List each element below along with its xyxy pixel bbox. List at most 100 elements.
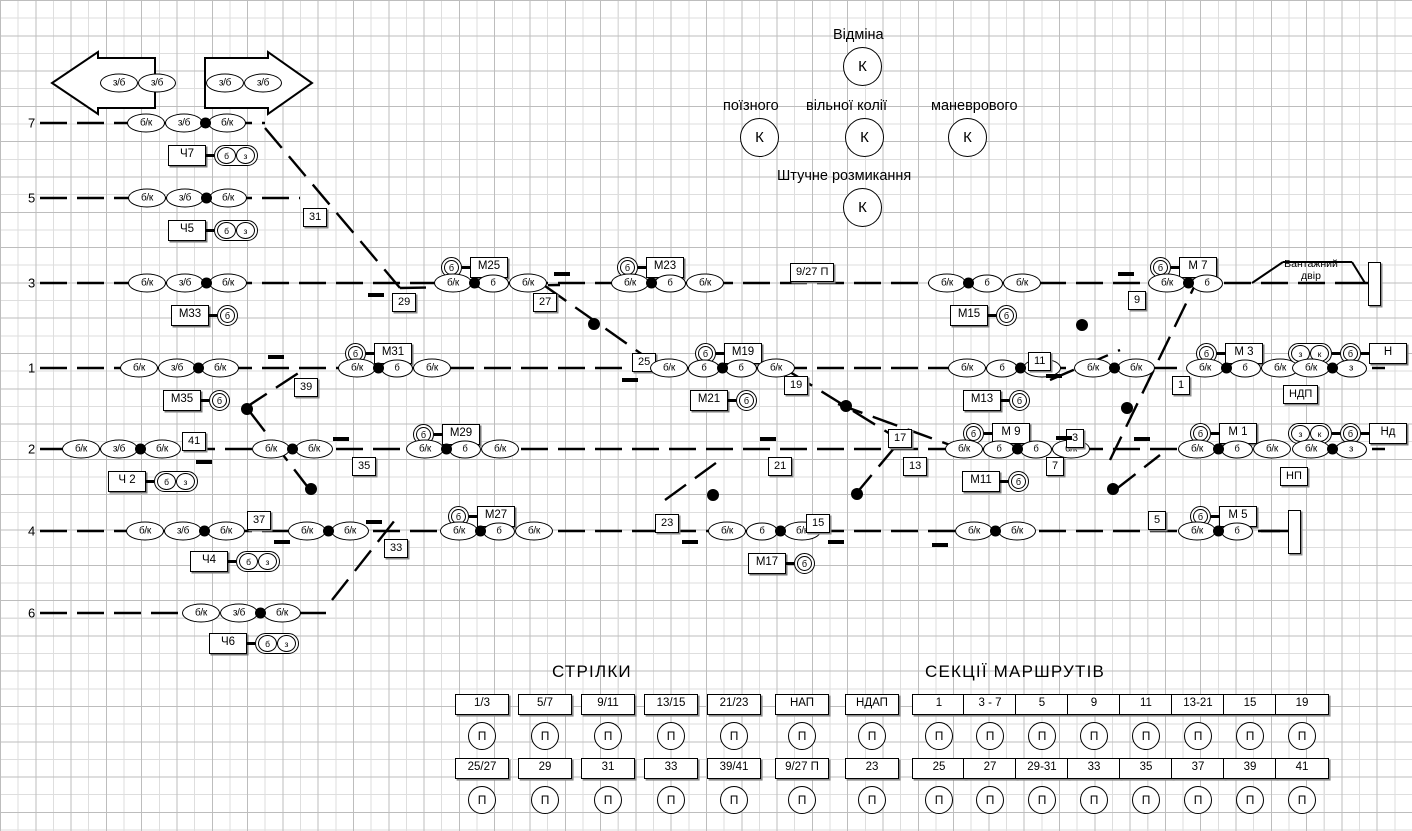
track1-lampset-f-lamp-3[interactable]: б/к — [1261, 358, 1299, 378]
entry-signal-ch4-plate[interactable]: Ч4 — [190, 551, 228, 572]
shunt-signal-m13-plate[interactable]: М13 — [963, 390, 1001, 411]
route-knob-13-21[interactable]: П — [1184, 721, 1212, 750]
track4-lampset-c-lamp-0[interactable]: б/к — [440, 521, 478, 541]
track7-lampset-lamp-1[interactable]: з/б — [165, 113, 203, 133]
direction-lamp-left-1[interactable]: з/б — [138, 73, 176, 93]
track1-lampset-d-lamp-0[interactable]: б/к — [948, 358, 986, 378]
switch-label-9/11[interactable]: 9/11 — [581, 694, 635, 715]
track3-lampset-b-lamp-0[interactable]: б/к — [434, 273, 472, 293]
entry-signal-ch7-lamp-б[interactable]: б — [217, 147, 236, 164]
route-label-23[interactable]: 23 — [845, 758, 899, 779]
track4-lampset-c-lamp-2[interactable]: б — [483, 522, 515, 540]
track2-lampset-a-lamp-0[interactable]: б/к — [62, 439, 100, 459]
track3-lampset-d-lamp-2[interactable]: б — [971, 274, 1003, 292]
shunt-signal-m21-lamp[interactable]: б — [736, 390, 757, 411]
track4-lampset-e-lamp-0[interactable]: б/к — [955, 521, 993, 541]
section-plate-41[interactable]: 41 — [182, 432, 207, 451]
switch-knob-39/41[interactable]: П — [720, 785, 748, 814]
entry-signal-ch5-lamp-б[interactable]: б — [217, 222, 236, 239]
section-plate-1[interactable]: 1 — [1172, 376, 1191, 395]
track1-lampset-e-lamp-2[interactable]: б/к — [1117, 358, 1155, 378]
track4-lampset-c-lamp-3[interactable]: б/к — [515, 521, 553, 541]
switch-knob-29[interactable]: П — [531, 785, 559, 814]
route-knob-39[interactable]: П — [1236, 785, 1264, 814]
track6-lampset-lamp-0[interactable]: б/к — [182, 603, 220, 623]
track2-lampset-f-lamp-0[interactable]: б/к — [1292, 439, 1330, 459]
route-knob-27[interactable]: П — [976, 785, 1004, 814]
route-label-9[interactable]: 9 — [1067, 694, 1121, 715]
cancel-group-button-1[interactable]: К — [845, 118, 884, 157]
shunt-signal-m33-plate[interactable]: М33 — [171, 305, 209, 326]
track1-lampset-c-lamp-3[interactable]: б — [725, 359, 757, 377]
route-label-33[interactable]: 33 — [1067, 758, 1121, 779]
entry-signal-ch7-lamp-з[interactable]: з — [236, 147, 255, 164]
switch-knob-33[interactable]: П — [657, 785, 685, 814]
route-label-19[interactable]: 19 — [1275, 694, 1329, 715]
track1-lampset-b-lamp-0[interactable]: б/к — [338, 358, 376, 378]
direction-lamp-left-0[interactable]: з/б — [100, 73, 138, 93]
entry-signal-ch2-lamp-б[interactable]: б — [157, 473, 176, 490]
track1-lampset-g-lamp-0[interactable]: б/к — [1292, 358, 1330, 378]
route-label-37[interactable]: 37 — [1171, 758, 1225, 779]
switch-knob-9/11[interactable]: П — [594, 721, 622, 750]
track6-lampset-lamp-3[interactable]: б/к — [263, 603, 301, 623]
switch-label-13/15[interactable]: 13/15 — [644, 694, 698, 715]
section-plate-11[interactable]: 11 — [1028, 352, 1052, 371]
track2-lampset-a-lamp-1[interactable]: з/б — [100, 439, 138, 459]
route-knob-29-31[interactable]: П — [1028, 785, 1056, 814]
switch-label-1/3[interactable]: 1/3 — [455, 694, 509, 715]
cancel-group-button-2[interactable]: К — [948, 118, 987, 157]
route-knob-23[interactable]: П — [858, 785, 886, 814]
section-plate-13[interactable]: 13 — [903, 457, 928, 476]
shunt-signal-m35-plate[interactable]: М35 — [163, 390, 201, 411]
switch-label-39/41[interactable]: 39/41 — [707, 758, 761, 779]
track7-lampset-lamp-0[interactable]: б/к — [127, 113, 165, 133]
route-knob-33[interactable]: П — [1080, 785, 1108, 814]
shunt-signal-m1-plate[interactable]: М 1 — [1219, 423, 1257, 444]
track1-lampset-b-lamp-3[interactable]: б/к — [413, 358, 451, 378]
track2-lampset-d-lamp-0[interactable]: б/к — [945, 439, 983, 459]
section-plate-17[interactable]: 17 — [888, 429, 913, 448]
section-plate-39[interactable]: 39 — [294, 378, 319, 397]
route-label-13-21[interactable]: 13-21 — [1171, 694, 1225, 715]
track3-lampset-c-lamp-2[interactable]: б — [654, 274, 686, 292]
track1-lampset-f-lamp-0[interactable]: б/к — [1186, 358, 1224, 378]
direction-lamp-right-1[interactable]: з/б — [244, 73, 282, 93]
track2-lampset-c-lamp-2[interactable]: б — [449, 440, 481, 458]
switch-knob-21/23[interactable]: П — [720, 721, 748, 750]
cancel-button[interactable]: К — [843, 47, 882, 86]
track3-lampset-d-lamp-0[interactable]: б/к — [928, 273, 966, 293]
route-knob-11[interactable]: П — [1132, 721, 1160, 750]
track1-lampset-e-lamp-0[interactable]: б/к — [1074, 358, 1112, 378]
switch-knob-13/15[interactable]: П — [657, 721, 685, 750]
track4-lampset-d-lamp-0[interactable]: б/к — [708, 521, 746, 541]
route-label-9/27 П[interactable]: 9/27 П — [775, 758, 829, 779]
entry-signal-ch5-lamp-з[interactable]: з — [236, 222, 255, 239]
track6-lampset-lamp-1[interactable]: з/б — [220, 603, 258, 623]
shunt-signal-m11-lamp[interactable]: б — [1008, 471, 1029, 492]
shunt-signal-m35-lamp[interactable]: б — [209, 390, 230, 411]
track2-lampset-c-lamp-3[interactable]: б/к — [481, 439, 519, 459]
route-knob-9/27 П[interactable]: П — [788, 785, 816, 814]
track4-lampset-a-lamp-0[interactable]: б/к — [126, 521, 164, 541]
section-plate-21[interactable]: 21 — [768, 457, 793, 476]
track1-lampset-f-lamp-2[interactable]: б — [1229, 359, 1261, 377]
track5-lampset-lamp-3[interactable]: б/к — [209, 188, 247, 208]
section-plate-7[interactable]: 7 — [1046, 457, 1065, 476]
route-label-5[interactable]: 5 — [1015, 694, 1069, 715]
track4-lampset-d-lamp-1[interactable]: б — [746, 522, 778, 540]
track3-lampset-e-lamp-2[interactable]: б — [1191, 274, 1223, 292]
track2-lampset-c-lamp-0[interactable]: б/к — [406, 439, 444, 459]
track2-lampset-e-lamp-3[interactable]: б/к — [1253, 439, 1291, 459]
track7-lampset-lamp-3[interactable]: б/к — [208, 113, 246, 133]
switch-label-25/27[interactable]: 25/27 — [455, 758, 509, 779]
track2-lampset-a-lamp-3[interactable]: б/к — [143, 439, 181, 459]
entry-signal-ch6-lamp-б[interactable]: б — [258, 635, 277, 652]
route-label-25[interactable]: 25 — [912, 758, 966, 779]
shunt-signal-m21-plate[interactable]: М21 — [690, 390, 728, 411]
track1-lampset-c-lamp-0[interactable]: б/к — [650, 358, 688, 378]
route-label-np[interactable]: НП — [1280, 467, 1308, 486]
switch-label-21/23[interactable]: 21/23 — [707, 694, 761, 715]
route-label-НАП[interactable]: НАП — [775, 694, 829, 715]
route-knob-9[interactable]: П — [1080, 721, 1108, 750]
